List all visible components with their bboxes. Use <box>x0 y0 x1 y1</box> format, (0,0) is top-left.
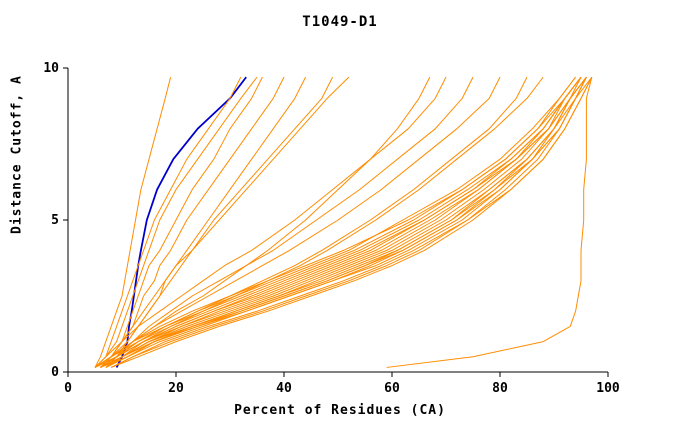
model-curve <box>100 76 431 368</box>
x-tick-label: 0 <box>64 381 72 396</box>
model-curve <box>110 76 593 368</box>
model-curve <box>386 76 593 368</box>
x-tick-label: 40 <box>276 381 292 396</box>
model-curve <box>94 76 172 368</box>
model-curve <box>100 76 263 368</box>
model-curve <box>94 76 582 368</box>
y-tick-label: 10 <box>43 61 59 76</box>
model-curve <box>100 76 350 368</box>
model-curve <box>94 76 576 368</box>
x-axis-label: Percent of Residues (CA) <box>234 403 446 418</box>
model-curve <box>94 76 334 368</box>
model-curve <box>94 76 447 368</box>
y-tick-label: 5 <box>51 213 59 228</box>
x-tick-label: 80 <box>492 381 508 396</box>
model-curve <box>100 76 528 368</box>
model-curve <box>94 76 242 368</box>
y-axis-label: Distance Cutoff, A <box>9 75 25 235</box>
model-curve <box>110 76 593 368</box>
model-curve <box>100 76 587 368</box>
model-curve <box>100 76 582 368</box>
x-tick-label: 20 <box>168 381 184 396</box>
model-curve <box>100 76 587 368</box>
model-curve <box>100 76 587 368</box>
model-curve <box>105 76 587 368</box>
model-curve <box>94 76 258 368</box>
model-curve <box>105 76 544 368</box>
x-tick-label: 100 <box>596 381 620 396</box>
chart-title: T1049-D1 <box>302 14 378 30</box>
model-curve <box>94 76 501 368</box>
model-curve <box>94 76 582 368</box>
model-curve <box>94 76 582 368</box>
x-tick-label: 60 <box>384 381 400 396</box>
model-curve <box>100 76 474 368</box>
y-tick-label: 0 <box>51 365 59 380</box>
